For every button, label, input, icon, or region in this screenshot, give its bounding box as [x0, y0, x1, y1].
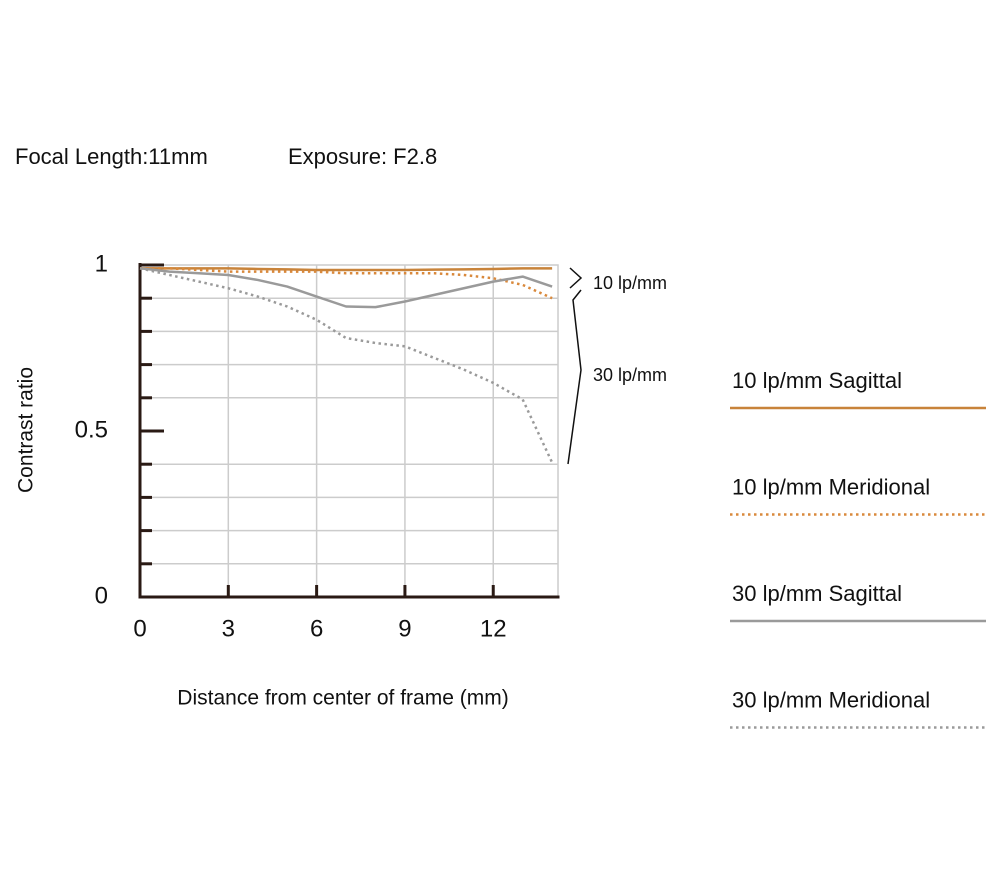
- series-line: [139, 267, 553, 309]
- y-tick-label: 0.5: [75, 416, 108, 443]
- x-axis-label: Distance from center of frame (mm): [177, 687, 508, 710]
- x-tick-label: 12: [480, 615, 507, 642]
- x-tick-label: 0: [133, 615, 146, 642]
- legend-label: 30 lp/mm Meridional: [732, 687, 930, 712]
- legend-label: 30 lp/mm Sagittal: [732, 581, 902, 606]
- annotation-brace: [567, 267, 583, 465]
- x-tick-label: 6: [310, 615, 323, 642]
- x-tick-label: 3: [222, 615, 235, 642]
- y-axis-label: Contrast ratio: [15, 367, 38, 493]
- annotation: 30 lp/mm: [593, 365, 667, 385]
- chart-title: Focal Length:11mm: [15, 144, 208, 169]
- annotation: 10 lp/mm: [593, 273, 667, 293]
- series-line: [140, 267, 553, 300]
- chart-subtitle: Exposure: F2.8: [288, 144, 437, 169]
- y-tick-label: 0: [95, 582, 108, 609]
- y-tick-label: 1: [95, 250, 108, 277]
- plot-frame: [139, 264, 559, 598]
- x-tick-label: 9: [398, 615, 411, 642]
- legend-label: 10 lp/mm Sagittal: [732, 368, 902, 393]
- series-line: [140, 267, 553, 272]
- legend-label: 10 lp/mm Meridional: [732, 474, 930, 499]
